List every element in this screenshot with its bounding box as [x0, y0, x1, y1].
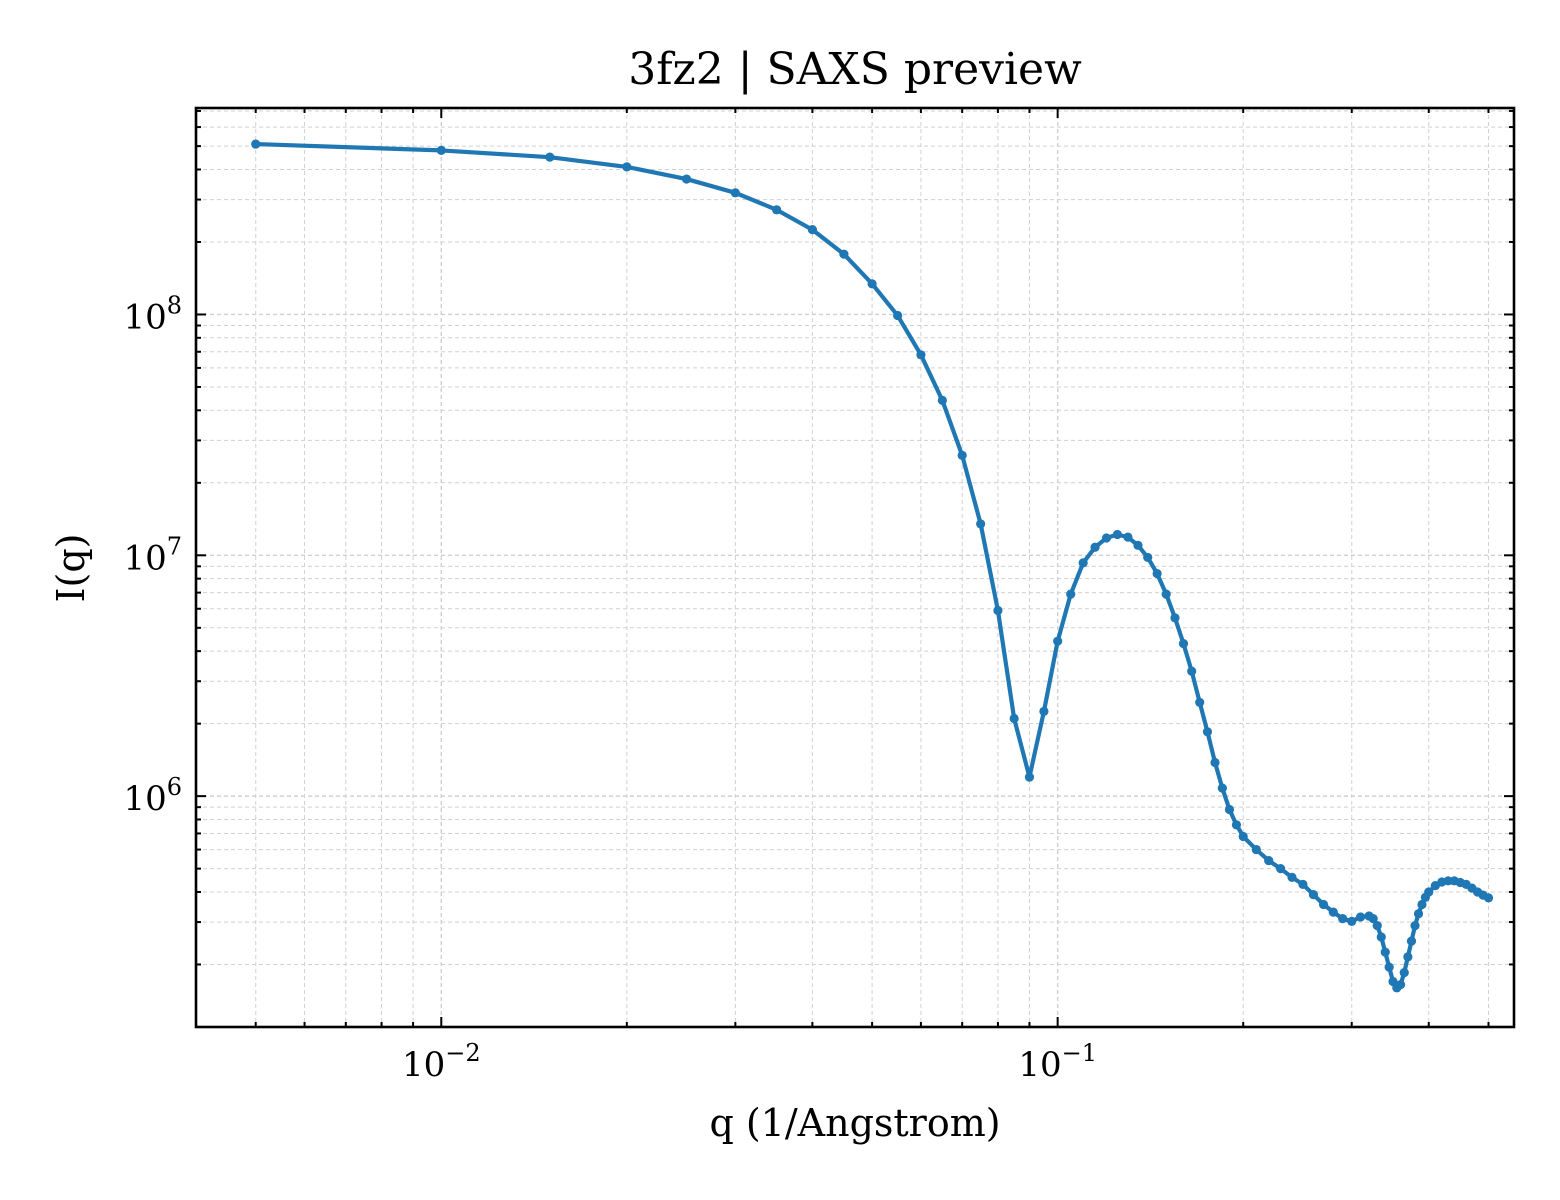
- data-point: [1413, 909, 1424, 919]
- data-point: [1376, 932, 1386, 942]
- data-point: [993, 605, 1003, 616]
- data-point: [1101, 533, 1112, 543]
- data-point: [1372, 921, 1382, 931]
- data-point: [1355, 912, 1366, 922]
- data-point: [436, 145, 446, 156]
- data-point: [1231, 820, 1242, 830]
- data-point: [1308, 890, 1319, 900]
- x-tick-label: 10−1: [1018, 1039, 1097, 1085]
- series-layer: [251, 139, 1494, 993]
- data-point: [1217, 783, 1227, 793]
- data-point: [807, 225, 817, 235]
- data-point: [1195, 697, 1205, 708]
- data-point: [772, 205, 782, 215]
- chart-title: 3fz2 | SAXS preview: [628, 44, 1082, 95]
- data-point: [957, 450, 967, 460]
- data-point: [1424, 887, 1434, 897]
- data-point: [1133, 540, 1143, 550]
- data-point: [1264, 855, 1274, 866]
- data-point: [545, 152, 555, 162]
- x-tick-label: 10−2: [402, 1039, 481, 1085]
- data-point: [1224, 804, 1235, 815]
- data-point: [1380, 947, 1390, 957]
- data-point: [1202, 727, 1213, 737]
- data-point: [839, 249, 849, 259]
- plot-frame: [194, 106, 1516, 1029]
- data-point: [1066, 589, 1076, 599]
- data-point: [681, 174, 692, 184]
- data-point: [976, 519, 986, 529]
- data-point: [1384, 962, 1394, 972]
- y-tick-label: 107: [123, 532, 182, 578]
- data-point: [622, 162, 632, 172]
- data-point: [1152, 568, 1162, 579]
- y-axis-label: I(q): [49, 534, 93, 603]
- data-point: [1410, 921, 1420, 931]
- data-point: [730, 188, 740, 198]
- data-point: [1009, 713, 1019, 724]
- data-point: [1123, 532, 1133, 542]
- data-point: [1112, 529, 1122, 540]
- data-point: [1368, 914, 1378, 924]
- data-point: [1178, 638, 1189, 649]
- data-point: [1210, 757, 1220, 768]
- data-point: [1328, 907, 1338, 917]
- data-point: [1399, 968, 1409, 978]
- data-point: [1338, 914, 1348, 924]
- data-point: [1024, 772, 1035, 782]
- data-point: [1078, 558, 1088, 568]
- data-point: [916, 350, 926, 360]
- data-point: [1053, 636, 1063, 646]
- data-point: [1347, 916, 1357, 926]
- data-point: [1251, 844, 1261, 855]
- data-point: [251, 139, 261, 149]
- data-point: [1287, 872, 1297, 882]
- data-point: [1403, 952, 1413, 962]
- data-point: [1406, 936, 1417, 946]
- grid: [195, 108, 1514, 1027]
- data-point: [1298, 879, 1308, 890]
- data-point: [1039, 706, 1049, 716]
- ticks: [195, 108, 1514, 1027]
- data-point: [1170, 613, 1180, 623]
- data-point: [1238, 831, 1248, 842]
- tick-labels: 10−2 10−1 106 107 108: [123, 291, 1097, 1085]
- data-point: [1395, 979, 1406, 990]
- data-point: [1318, 899, 1329, 910]
- data-point: [1187, 666, 1197, 676]
- data-point: [867, 279, 877, 289]
- data-point: [1417, 899, 1427, 910]
- y-tick-label: 108: [123, 291, 182, 337]
- data-point: [1161, 589, 1171, 599]
- x-axis-label: q (1/Angstrom): [709, 1101, 1000, 1145]
- y-tick-label: 106: [123, 773, 182, 819]
- data-point: [1090, 542, 1100, 552]
- data-point: [1276, 864, 1286, 874]
- data-point: [1143, 552, 1153, 563]
- data-point: [1483, 893, 1494, 903]
- data-point: [893, 310, 903, 321]
- data-point: [937, 395, 947, 405]
